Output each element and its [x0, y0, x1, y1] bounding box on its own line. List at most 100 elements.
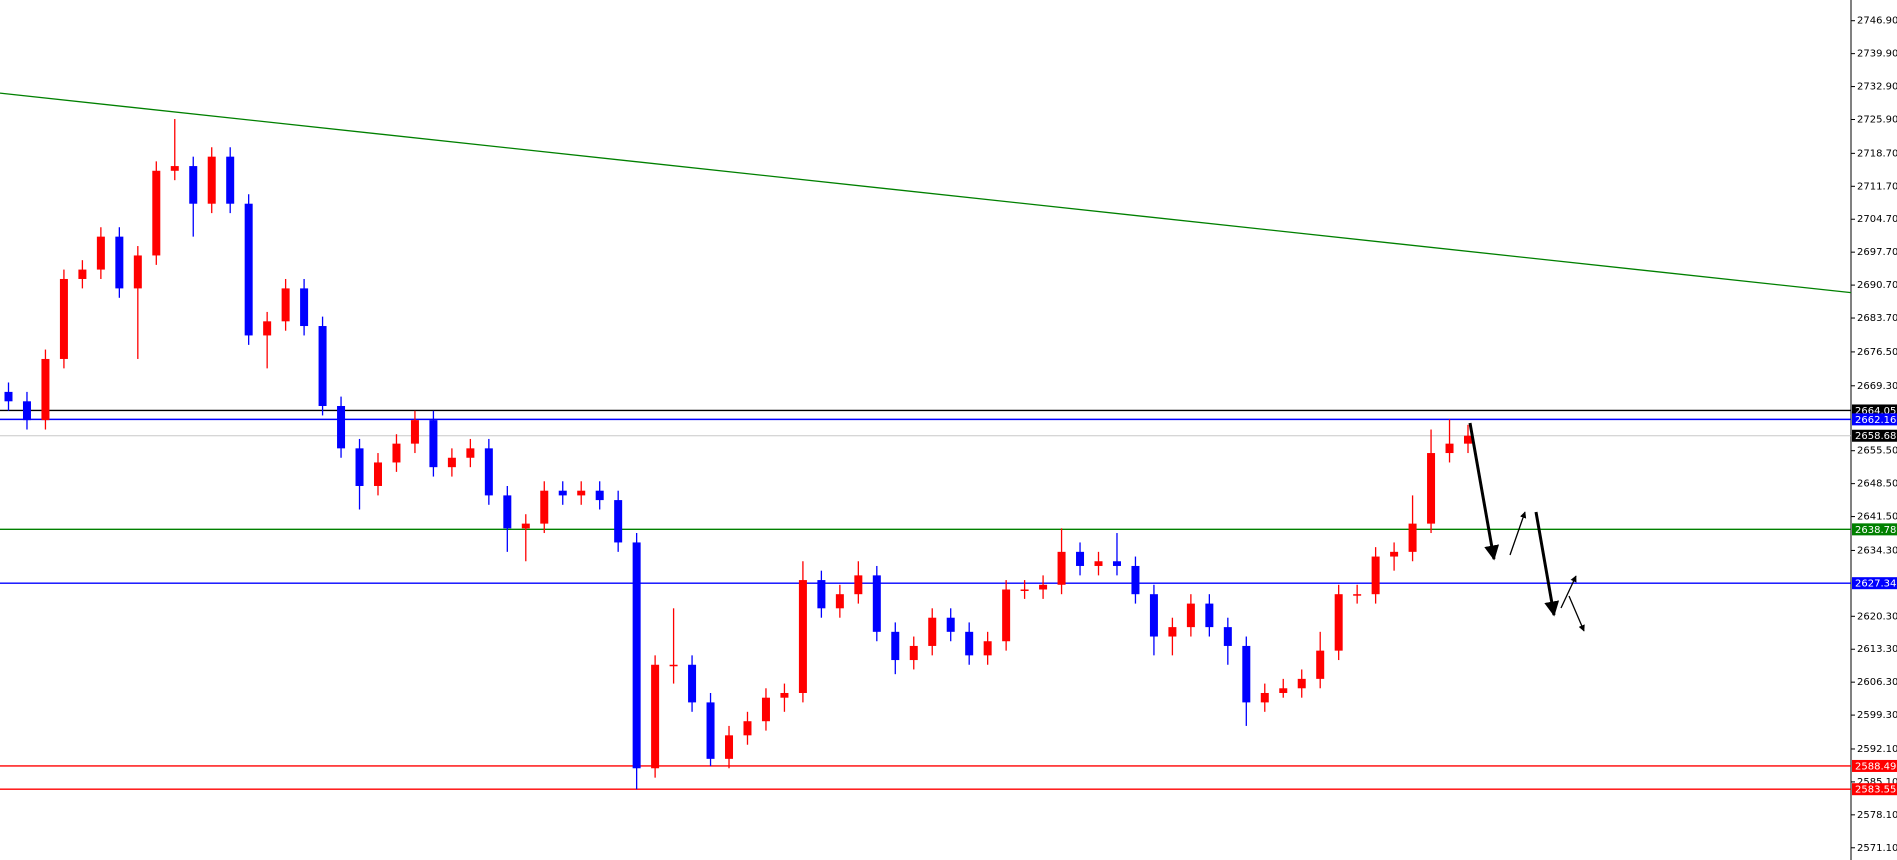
price-label: 2638.78 [1855, 525, 1896, 536]
candle-body [946, 617, 955, 632]
candle-body [1334, 594, 1343, 651]
candle-body [725, 735, 734, 759]
candle-body [558, 490, 567, 496]
y-tick-label: 2690.70 [1857, 280, 1897, 291]
candle-body [1039, 584, 1048, 590]
candle-body [78, 269, 87, 279]
y-tick-label: 2683.70 [1857, 313, 1897, 324]
candle-body [1445, 443, 1454, 454]
y-tick-label: 2592.10 [1857, 744, 1897, 755]
candle-body [1020, 589, 1029, 591]
candle-body [1057, 551, 1066, 585]
candle-body [41, 358, 50, 421]
price-label: 2627.34 [1855, 579, 1896, 590]
candle-body [521, 523, 530, 529]
candle-body [909, 645, 918, 661]
price-label: 2662.16 [1855, 415, 1896, 426]
candle-body [170, 166, 179, 171]
candle-body [1094, 561, 1103, 566]
candle-body [318, 326, 327, 407]
arrow [1534, 511, 1560, 617]
candle-body [1279, 688, 1288, 693]
price-label: 2658.68 [1855, 431, 1896, 442]
y-tick-label: 2620.30 [1857, 611, 1897, 622]
candle-body [281, 288, 290, 322]
candle-body [1297, 678, 1306, 689]
candle-body [688, 664, 697, 703]
candle-body [1223, 627, 1232, 646]
candle-body [817, 580, 826, 609]
price-label-bg [1852, 413, 1897, 426]
price-label: 2583.55 [1855, 785, 1896, 796]
candle-body [410, 420, 419, 444]
candle-body [4, 391, 13, 402]
candle-body [577, 490, 586, 496]
arrow [1568, 595, 1585, 632]
y-tick-label: 2739.90 [1857, 49, 1897, 60]
y-tick-label: 2634.30 [1857, 545, 1897, 556]
candle-body [1002, 589, 1011, 642]
candle-body [1131, 565, 1140, 595]
candle-body [743, 721, 752, 736]
candle-body [1390, 551, 1399, 557]
candle-body [854, 575, 863, 595]
candle-body [1464, 435, 1472, 444]
projection-arrows [1468, 422, 1585, 632]
price-label: 2664.05 [1855, 406, 1896, 417]
price-label-bg [1852, 429, 1897, 442]
candle-body [872, 575, 881, 632]
y-tick-label: 2641.50 [1857, 512, 1897, 523]
candle-body [300, 288, 309, 327]
y-tick-label: 2613.30 [1857, 644, 1897, 655]
candle-body [207, 156, 216, 204]
arrow [1468, 422, 1500, 561]
candle-body [1408, 523, 1417, 552]
y-tick-label: 2725.90 [1857, 114, 1897, 125]
candle-body [632, 542, 641, 769]
candle-body [651, 664, 660, 769]
candle-body [1242, 645, 1251, 703]
y-tick-label: 2697.70 [1857, 247, 1897, 258]
candle-body [1427, 453, 1436, 524]
candle-body [669, 664, 678, 667]
candle-body [983, 641, 992, 656]
y-tick-label: 2676.50 [1857, 347, 1897, 358]
candle-body [226, 156, 235, 204]
candle-body [115, 236, 124, 289]
price-label-bg [1852, 759, 1897, 772]
candle-body [355, 448, 364, 486]
y-tick-label: 2655.50 [1857, 446, 1897, 457]
arrow [1560, 575, 1577, 609]
y-tick-label: 2606.30 [1857, 677, 1897, 688]
candle-body [1371, 556, 1380, 595]
y-tick-label: 2746.90 [1857, 16, 1897, 27]
candle-body [928, 617, 937, 646]
candle-body [1186, 603, 1195, 628]
y-tick-label: 2669.30 [1857, 381, 1897, 392]
price-label-bg [1852, 783, 1897, 796]
candle-body [761, 697, 770, 722]
candle-body [1168, 627, 1177, 637]
candle-body [595, 490, 604, 501]
candle-body [1149, 594, 1158, 637]
candle-body [780, 692, 789, 698]
candle-body [1205, 603, 1214, 628]
price-label-bg [1852, 577, 1897, 590]
y-tick-label: 2599.30 [1857, 710, 1897, 721]
candle-body [337, 406, 346, 449]
y-tick-label: 2571.10 [1857, 843, 1897, 854]
candle-body [503, 495, 512, 529]
candle-body [152, 170, 161, 256]
y-tick-label: 2732.90 [1857, 82, 1897, 93]
candle-body [133, 255, 142, 289]
candle-body [1076, 551, 1085, 566]
candle-body [1353, 594, 1362, 596]
y-tick-label: 2718.70 [1857, 148, 1897, 159]
candle-body [373, 462, 382, 486]
candle-body [96, 236, 105, 270]
candle-body [263, 321, 272, 336]
candle-body [189, 166, 198, 204]
price-label: 2588.49 [1855, 761, 1896, 772]
